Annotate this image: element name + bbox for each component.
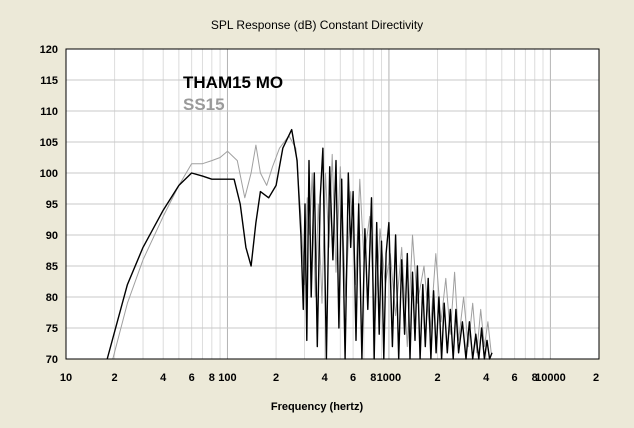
x-tick-label: 8 bbox=[532, 372, 538, 384]
plot-frame bbox=[65, 48, 600, 360]
chart-title: SPL Response (dB) Constant Directivity bbox=[211, 18, 423, 32]
y-tick-label: 70 bbox=[46, 354, 58, 366]
y-tick-label: 115 bbox=[40, 75, 58, 87]
x-tick-label: 4 bbox=[483, 372, 490, 384]
x-tick-label: 6 bbox=[350, 372, 356, 384]
y-tick-label: 100 bbox=[40, 168, 58, 180]
x-tick-label: 1000 bbox=[377, 372, 401, 384]
x-tick-label: 6 bbox=[189, 372, 195, 384]
grid-lines bbox=[66, 49, 599, 359]
legend-entry-tham15-mo: THAM15 MO bbox=[183, 73, 283, 92]
y-tick-label: 85 bbox=[46, 261, 58, 273]
x-tick-label: 100 bbox=[218, 372, 236, 384]
x-tick-label: 4 bbox=[160, 372, 167, 384]
x-tick-label: 2 bbox=[273, 372, 279, 384]
legend-entry-ss15: SS15 bbox=[183, 95, 225, 114]
y-axis-ticks: 120 115 110 105 100 95 90 85 80 75 70 bbox=[40, 44, 58, 366]
y-tick-label: 120 bbox=[40, 44, 58, 56]
series-line-ss15 bbox=[112, 135, 492, 360]
y-tick-label: 75 bbox=[46, 323, 58, 335]
x-tick-label: 2 bbox=[434, 372, 440, 384]
y-tick-label: 95 bbox=[46, 199, 58, 211]
x-tick-label: 10 bbox=[60, 372, 72, 384]
series-line-tham15-mo bbox=[106, 128, 493, 360]
x-tick-label: 8 bbox=[209, 372, 215, 384]
series-lines bbox=[106, 128, 493, 360]
x-tick-label: 10000 bbox=[535, 372, 566, 384]
y-tick-label: 90 bbox=[46, 230, 58, 242]
x-axis-label: Frequency (hertz) bbox=[271, 401, 364, 413]
x-tick-label: 8 bbox=[370, 372, 376, 384]
x-tick-label: 2 bbox=[112, 372, 118, 384]
x-tick-label: 4 bbox=[322, 372, 329, 384]
x-tick-label: 6 bbox=[512, 372, 518, 384]
y-tick-label: 80 bbox=[46, 292, 58, 304]
y-tick-label: 105 bbox=[40, 137, 58, 149]
x-tick-label: 2 bbox=[593, 372, 599, 384]
y-tick-label: 110 bbox=[40, 106, 58, 118]
